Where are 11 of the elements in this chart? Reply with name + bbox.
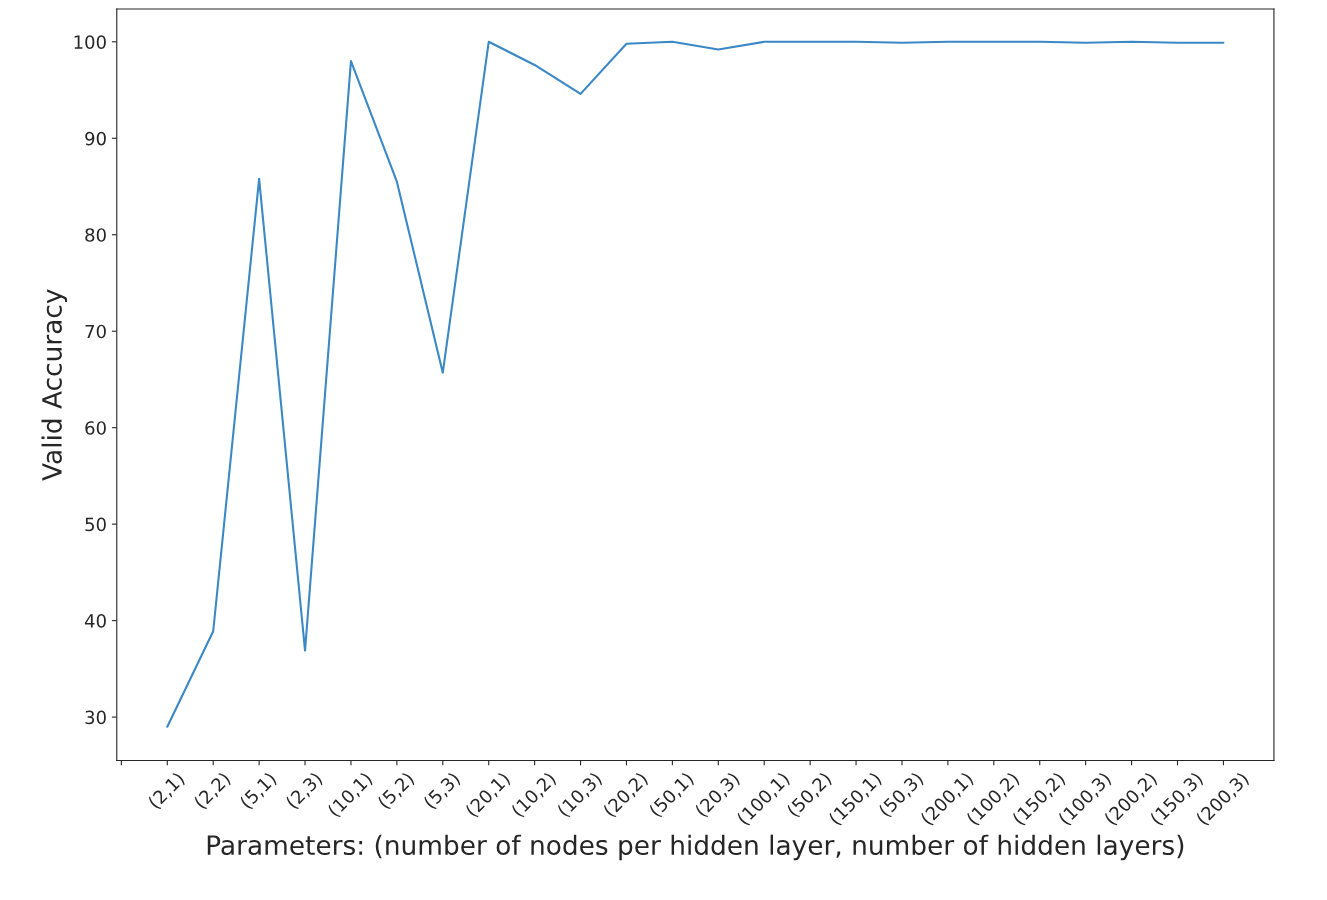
y-axis-title: Valid Accuracy xyxy=(41,289,68,481)
y-tick-label: 30 xyxy=(85,710,106,725)
line-series xyxy=(166,40,1225,728)
y-tick-label: 70 xyxy=(85,324,106,339)
y-tick-label: 40 xyxy=(84,614,106,628)
y-tick-label: 100 xyxy=(74,35,106,49)
y-tick-label: 90 xyxy=(85,131,106,146)
y-tick-label: 80 xyxy=(85,228,106,242)
y-tick-label: 60 xyxy=(85,421,106,435)
y-tick-label: 50 xyxy=(85,517,106,532)
x-axis-title: Parameters: (number of nodes per hidden layer, number of hidden layers) xyxy=(207,834,1184,861)
